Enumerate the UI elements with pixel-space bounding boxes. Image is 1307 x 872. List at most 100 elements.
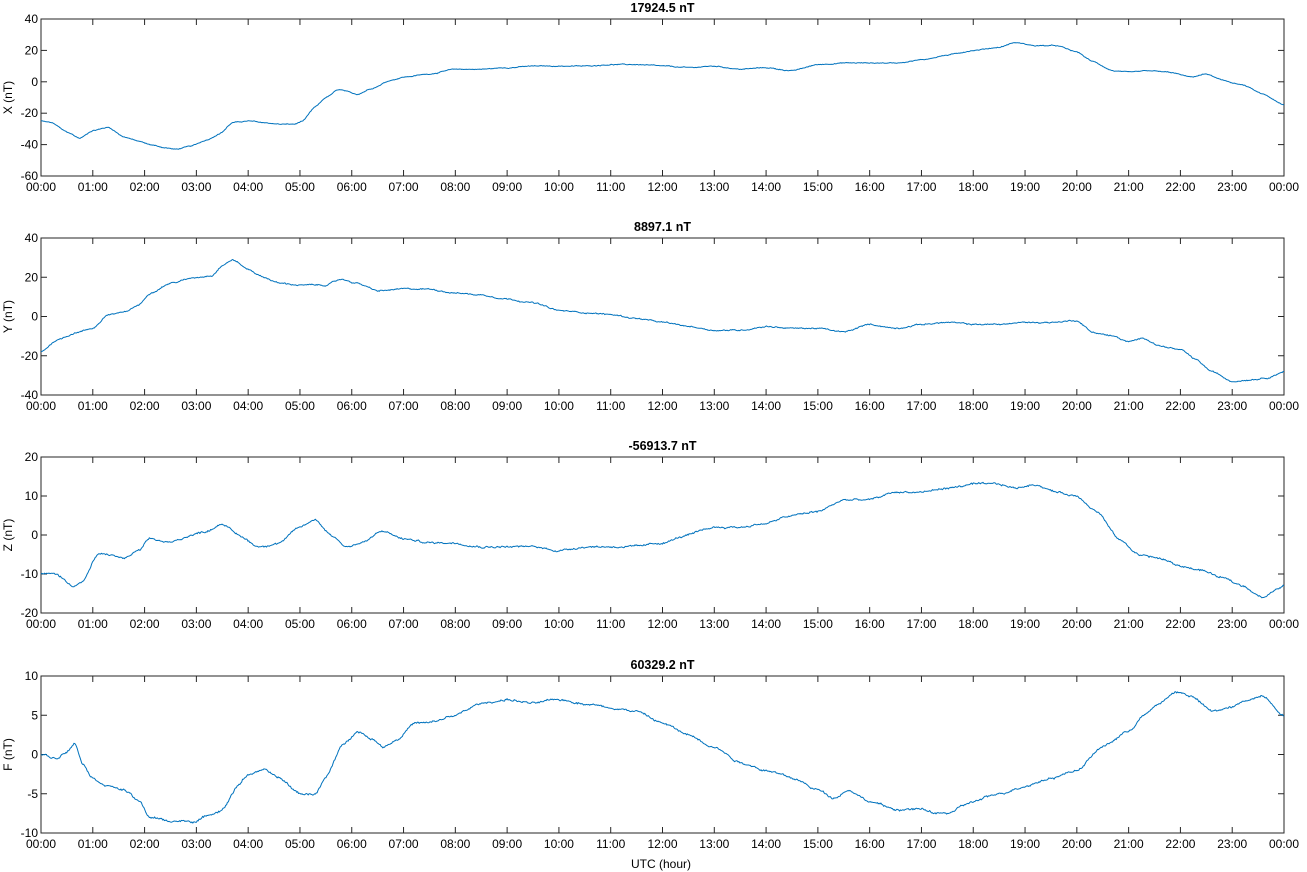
panel-y-xtick-label: 04:00 bbox=[233, 399, 263, 413]
panel-y-xtick-label: 22:00 bbox=[1165, 399, 1195, 413]
panel-f-xtick-label: 06:00 bbox=[337, 837, 367, 851]
panel-x-xtick-label: 21:00 bbox=[1114, 180, 1144, 194]
panel-f-axes-box bbox=[40, 675, 1285, 834]
panel-z-xtick-label: 13:00 bbox=[699, 617, 729, 631]
panel-z: -20 -10 0 10 20 00:00 01:00 02:00 03:00 04:00 05:0… bbox=[1, 439, 1299, 631]
panel-f-xtick-label: 10:00 bbox=[544, 837, 574, 851]
panel-f-xtick-label: 08:00 bbox=[440, 837, 470, 851]
panel-z-xtick-label: 03:00 bbox=[181, 617, 211, 631]
panel-z-ylabel: Z (nT) bbox=[1, 519, 15, 552]
panel-x-xtick-label: 01:00 bbox=[78, 180, 108, 194]
panel-z-ytick-label: 0 bbox=[31, 528, 38, 542]
panel-y-ytick-label: -20 bbox=[21, 349, 39, 363]
panel-x-xtick-label: 06:00 bbox=[337, 180, 367, 194]
panel-z-xtick-label: 21:00 bbox=[1114, 617, 1144, 631]
panel-f: -10 -5 0 5 10 00:00 01:00 02:00 03:00 04:00 05:00 0… bbox=[1, 658, 1299, 851]
panel-y-xtick-label: 07:00 bbox=[389, 399, 419, 413]
panel-y-xtick-label: 11:00 bbox=[596, 399, 625, 413]
panel-y-xtick-label: 21:00 bbox=[1114, 399, 1144, 413]
panel-x-ytick-label: 40 bbox=[25, 12, 39, 26]
panel-z-xtick-label: 22:00 bbox=[1165, 617, 1195, 631]
panel-z-xtick-label: 20:00 bbox=[1062, 617, 1092, 631]
panel-x-xtick-label: 14:00 bbox=[751, 180, 781, 194]
panel-z-xtick-label: 18:00 bbox=[958, 617, 988, 631]
panel-f-ytick-label: 5 bbox=[31, 708, 38, 722]
panel-x-xtick-label: 20:00 bbox=[1062, 180, 1092, 194]
panel-y-xtick-label: 15:00 bbox=[803, 399, 833, 413]
panel-y-xtick-label: 12:00 bbox=[647, 399, 677, 413]
panel-x-ytick-label: -60 bbox=[21, 169, 39, 183]
panel-z-xtick-label: 05:00 bbox=[285, 617, 315, 631]
panel-y-ytick-label: 20 bbox=[25, 270, 39, 284]
panel-z-xtick-label: 19:00 bbox=[1010, 617, 1040, 631]
panel-x-xtick-label: 13:00 bbox=[699, 180, 729, 194]
panel-x-xtick-label: 08:00 bbox=[440, 180, 470, 194]
panel-z-ytick-label: 10 bbox=[25, 489, 39, 503]
panel-x-xtick-label: 18:00 bbox=[958, 180, 988, 194]
panel-y-xtick-label: 00:00 bbox=[1269, 399, 1299, 413]
panel-f-xtick-label: 05:00 bbox=[285, 837, 315, 851]
panel-y-xtick-label: 19:00 bbox=[1010, 399, 1040, 413]
panel-z-xtick-label: 11:00 bbox=[596, 617, 625, 631]
panel-f-xtick-label: 04:00 bbox=[233, 837, 263, 851]
panel-z-xtick-label: 12:00 bbox=[647, 617, 677, 631]
panel-z-xtick-label: 10:00 bbox=[544, 617, 574, 631]
panel-y-axes-box bbox=[40, 237, 1285, 396]
panel-z-xtick-label: 14:00 bbox=[751, 617, 781, 631]
panel-x-xtick-label: 07:00 bbox=[389, 180, 419, 194]
panel-x-xtick-label: 10:00 bbox=[544, 180, 574, 194]
panel-x-xtick-label: 09:00 bbox=[492, 180, 522, 194]
panel-f-series-line bbox=[40, 691, 1285, 824]
panel-f-xtick-label: 15:00 bbox=[803, 837, 833, 851]
panel-y-xtick-label: 23:00 bbox=[1217, 399, 1247, 413]
panel-z-title: -56913.7 nT bbox=[628, 439, 696, 453]
panel-z-xtick-label: 02:00 bbox=[130, 617, 160, 631]
panel-z-xtick-label: 01:00 bbox=[78, 617, 108, 631]
panel-f-xtick-label: 03:00 bbox=[181, 837, 211, 851]
panel-f-xtick-label: 11:00 bbox=[596, 837, 625, 851]
panel-x: -60 -40 -20 0 20 40 00:00 01:00 02:00 03:00 04:00 0… bbox=[1, 1, 1299, 194]
panel-f-xtick-label: 13:00 bbox=[699, 837, 729, 851]
panel-x-ytick-label: -40 bbox=[21, 138, 39, 152]
panel-x-title: 17924.5 nT bbox=[631, 1, 695, 15]
panel-y-ylabel: Y (nT) bbox=[1, 300, 15, 333]
panel-z-ytick-label: -10 bbox=[21, 567, 39, 581]
panel-f-xtick-label: 23:00 bbox=[1217, 837, 1247, 851]
figure-xlabel: UTC (hour) bbox=[631, 857, 691, 871]
panel-x-xtick-label: 02:00 bbox=[130, 180, 160, 194]
panel-z-xtick-label: 06:00 bbox=[337, 617, 367, 631]
panel-z-xtick-label: 23:00 bbox=[1217, 617, 1247, 631]
panel-z-xtick-label: 08:00 bbox=[440, 617, 470, 631]
panel-x-xtick-label: 16:00 bbox=[855, 180, 885, 194]
panel-f-xtick-label: 14:00 bbox=[751, 837, 781, 851]
panel-f-ylabel: F (nT) bbox=[1, 738, 15, 771]
panel-f-xtick-label: 00:00 bbox=[26, 837, 56, 851]
panel-z-xtick-label: 00:00 bbox=[1269, 617, 1299, 631]
panel-x-xtick-label: 22:00 bbox=[1165, 180, 1195, 194]
panel-x-xtick-label: 15:00 bbox=[803, 180, 833, 194]
panel-x-xtick-label: 23:00 bbox=[1217, 180, 1247, 194]
panel-y-title: 8897.1 nT bbox=[634, 220, 691, 234]
panel-f-xtick-label: 09:00 bbox=[492, 837, 522, 851]
panel-f-xtick-label: 01:00 bbox=[78, 837, 108, 851]
panel-y-xtick-label: 14:00 bbox=[751, 399, 781, 413]
panel-z-series-line bbox=[40, 481, 1285, 599]
panel-y-xtick-label: 20:00 bbox=[1062, 399, 1092, 413]
panel-f-xtick-label: 20:00 bbox=[1062, 837, 1092, 851]
panel-y-xtick-label: 08:00 bbox=[440, 399, 470, 413]
panel-x-xtick-label: 00:00 bbox=[26, 180, 56, 194]
panel-y-series-line bbox=[40, 259, 1285, 383]
panel-x-xtick-label: 11:00 bbox=[596, 180, 625, 194]
panel-x-xtick-label: 00:00 bbox=[1269, 180, 1299, 194]
panel-y-ytick-label: 0 bbox=[31, 310, 38, 324]
panel-z-ytick-label: -20 bbox=[21, 606, 39, 620]
panel-y-xtick-label: 17:00 bbox=[906, 399, 936, 413]
panel-z-xtick-label: 15:00 bbox=[803, 617, 833, 631]
panel-x-series-line bbox=[40, 42, 1285, 150]
panel-y-xtick-label: 00:00 bbox=[26, 399, 56, 413]
panel-f-ytick-label: 0 bbox=[31, 748, 38, 762]
panel-y-xtick-label: 18:00 bbox=[958, 399, 988, 413]
panel-z-xtick-label: 16:00 bbox=[855, 617, 885, 631]
panel-y: -40 -20 0 20 40 00:00 01:00 02:00 03:00 04:00 05:0… bbox=[1, 220, 1299, 413]
